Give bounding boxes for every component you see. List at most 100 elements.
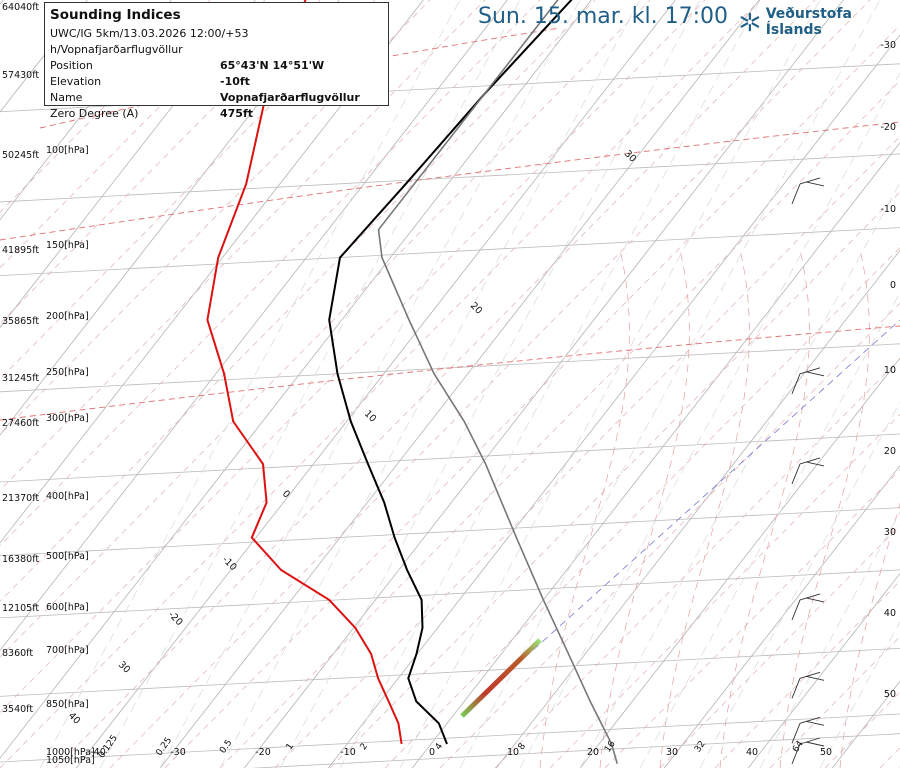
pressure-label: 500[hPa] [46,551,89,562]
profile-line-0 [328,0,573,745]
isobar-line [249,733,900,768]
dry-adiabat-line [164,24,900,768]
dry-adiabat-line [0,0,541,547]
isotherm-label: 30 [622,148,638,164]
moist-adiabat-line [779,249,870,768]
info-value: Vopnafjarðarflugvöllur [220,91,360,104]
isotherm-line [0,0,340,436]
isobar-line [0,647,900,697]
barb-flag [805,461,825,467]
barb-flag [805,675,825,681]
info-key: Elevation [50,75,102,88]
barb-staff [791,743,801,765]
isotherm-label: 0 [280,488,292,500]
isotherm-line [747,572,900,768]
dry-adiabat-line [0,0,486,491]
dry-adiabat-line [219,80,900,768]
barb-flag [799,593,821,601]
info-row-zero-degree: Zero Degree (A) 475ft [50,106,383,122]
right-tick-label: 50 [884,689,896,700]
altitude-label: 16380ft [2,554,39,565]
barb-flag [799,671,821,679]
wind-barb [791,457,825,485]
barb-flag [805,597,825,603]
mixing-ratio-label: 0.5 [218,738,234,755]
mixing-ratio-label: 16 [603,739,618,754]
right-tick-label: 30 [884,527,896,538]
altitude-label: 57430ft [2,70,39,81]
isobar-line [0,713,900,763]
brand-name: Veðurstofa Íslands [765,6,852,38]
barb-staff [791,723,801,744]
altitude-label: 64040ft [2,2,39,13]
info-value: 65°43'N 14°51'W [220,59,325,72]
barb-flag [805,741,825,747]
pressure-label: 150[hPa] [46,240,89,251]
bottom-tick-label: 50 [820,747,832,758]
mixing-ratio-line [699,401,900,768]
wind-barb [791,671,825,699]
mixing-ratio-line [159,0,581,768]
barb-flag [805,181,825,187]
right-tick-label: -30 [880,40,896,51]
pressure-label: 200[hPa] [46,311,89,322]
pressure-label: 100[hPa] [46,145,89,156]
altitude-label: 8360ft [2,648,33,659]
isobar-line [0,433,900,483]
barb-flag [805,720,825,726]
right-tick-label: 40 [884,608,896,619]
bottom-tick-label: 20 [587,747,599,758]
isotherm-line [75,0,676,768]
info-key: Name [50,91,83,104]
dry-adiabat-line [769,636,900,768]
info-row-name: Name Vopnafjarðarflugvöllur [50,90,383,106]
mixing-ratio-label: 4 [434,741,446,752]
bottom-tick-label: -40 [90,747,106,758]
bottom-tick-label: -20 [255,747,271,758]
dry-adiabat-line [329,191,900,768]
isotherm-line [831,680,900,768]
info-key: Zero Degree (A) [50,107,139,120]
dry-adiabat-line [274,135,900,768]
mixing-ratio-label: 2 [359,742,370,752]
reference-dashed-line [0,121,900,241]
pressure-label: 1000[hPa] [46,747,95,758]
pressure-label: 400[hPa] [46,491,89,502]
info-title: Sounding Indices [50,7,181,23]
dry-adiabat-line [0,0,431,436]
right-tick-label: 10 [884,365,896,376]
dry-adiabat-line [0,0,596,602]
isotherm-line [411,142,900,768]
isobar-line [0,507,900,557]
barb-flag [799,457,821,465]
bottom-tick-label: 40 [746,747,758,758]
mixing-ratio-line [639,291,900,768]
isotherm-label: 10 [362,408,378,424]
run-line: UWC/IG 5km/13.03.2026 12:00/+53 h/Vopnaf… [50,27,249,56]
dry-adiabat-line [659,524,900,768]
isobar-line [0,227,900,276]
forecast-time-title: Sun. 15. mar. kl. 17:00 [478,4,728,29]
moist-adiabat-line [719,249,810,768]
bottom-tick-label: 0 [429,747,435,758]
bottom-tick-label: 10 [507,747,519,758]
right-tick-label: -20 [880,122,896,133]
isotherm-line [159,0,760,768]
mixing-ratio-line [759,511,900,768]
pressure-label: 300[hPa] [46,413,89,424]
bottom-tick-label: -10 [340,747,356,758]
pressure-label: 1050[hPa] [46,755,95,766]
mixing-ratio-label: 1 [285,742,296,752]
mixing-ratio-line [339,0,761,768]
right-tick-label: 20 [884,446,896,457]
wind-barb [791,177,825,205]
barb-staff [791,678,801,699]
isotherm-label: 30 [116,659,132,675]
barb-staff [791,463,801,485]
right-tick-label: 0 [890,280,896,291]
dry-adiabat-line [549,413,900,768]
isotherm-line [327,34,900,768]
mixing-ratio-label: 32 [693,739,708,754]
info-value: 475ft [220,107,254,120]
barb-flag [799,737,821,745]
